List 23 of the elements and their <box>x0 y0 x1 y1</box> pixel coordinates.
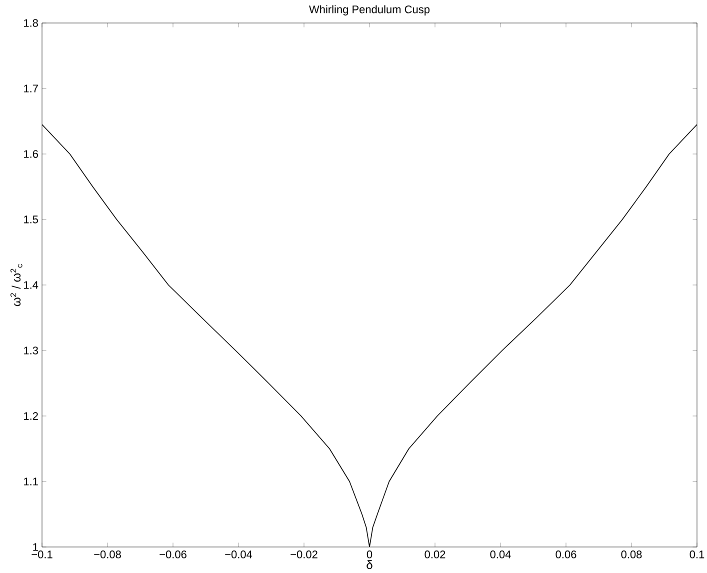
x-tick-label: 0 <box>366 550 372 558</box>
x-tick-label: −0.06 <box>160 550 186 558</box>
x-tick-label: 0.06 <box>556 550 576 558</box>
y-tick-label: 1.5 <box>24 216 38 224</box>
x-tick-label: 0.04 <box>490 550 511 558</box>
y-tick-label: 1.1 <box>24 478 38 486</box>
x-tick-label: 0.08 <box>621 550 642 558</box>
x-tick-label: −0.08 <box>94 550 121 558</box>
x-tick-label: 0.1 <box>690 550 704 558</box>
x-tick-label: 0.02 <box>424 550 446 558</box>
y-tick-label: 1.6 <box>24 150 38 158</box>
x-tick-label: −0.1 <box>32 550 52 558</box>
x-tick-label: −0.02 <box>290 550 318 558</box>
y-axis-title: ω$^{2}$ / ω$^{2}$c <box>10 264 22 306</box>
y-tick-label: 1.4 <box>24 281 38 289</box>
x-tick-label: −0.04 <box>225 550 252 558</box>
y-tick-label: 1.8 <box>24 19 38 27</box>
y-tick-label: 1.2 <box>24 412 38 420</box>
y-tick-label: 1.7 <box>24 84 38 92</box>
x-axis-title: δ <box>366 560 372 569</box>
y-tick-label: 1.3 <box>24 346 38 354</box>
y-tick-label: 1 <box>33 543 38 551</box>
chart-title: Whirling Pendulum Cusp <box>309 5 430 16</box>
